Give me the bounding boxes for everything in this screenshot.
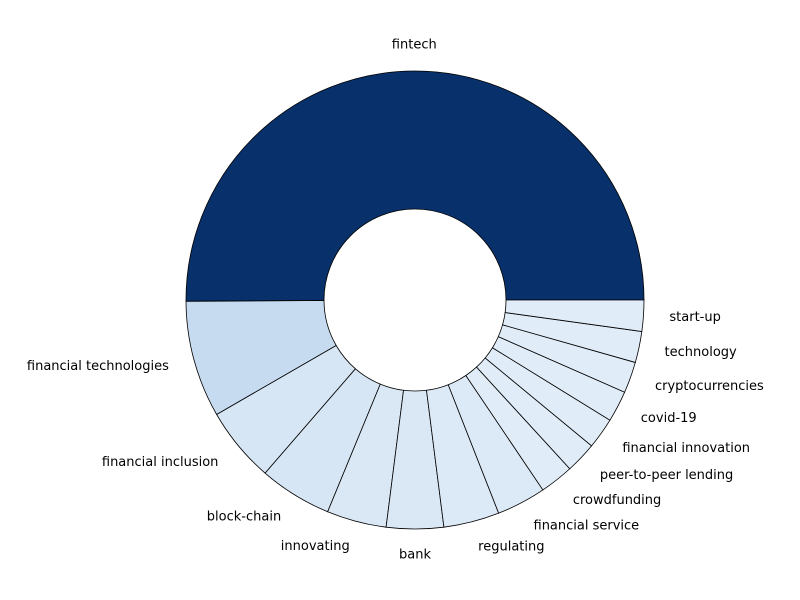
label-fintech: fintech — [392, 38, 437, 53]
labels-group: fintech financial technologies financial i… — [27, 38, 764, 563]
label-block-chain: block-chain — [207, 510, 281, 525]
label-technology: technology — [665, 345, 737, 360]
label-covid-19: covid-19 — [641, 411, 697, 426]
label-financial-innovation: financial innovation — [622, 441, 750, 456]
label-regulating: regulating — [478, 540, 544, 555]
label-start-up: start-up — [669, 310, 720, 325]
label-peer-to-peer-lending: peer-to-peer lending — [600, 468, 733, 483]
slice-fintech — [185, 70, 645, 302]
slices-group — [185, 70, 645, 530]
slice-start-up — [504, 299, 645, 332]
label-bank: bank — [399, 548, 431, 563]
label-financial-service: financial service — [534, 518, 640, 533]
label-financial-inclusion: financial inclusion — [102, 455, 219, 470]
label-financial-technologies: financial technologies — [27, 359, 169, 374]
label-cryptocurrencies: cryptocurrencies — [655, 379, 764, 394]
label-crowdfunding: crowdfunding — [573, 493, 661, 508]
label-innovating: innovating — [281, 539, 350, 554]
